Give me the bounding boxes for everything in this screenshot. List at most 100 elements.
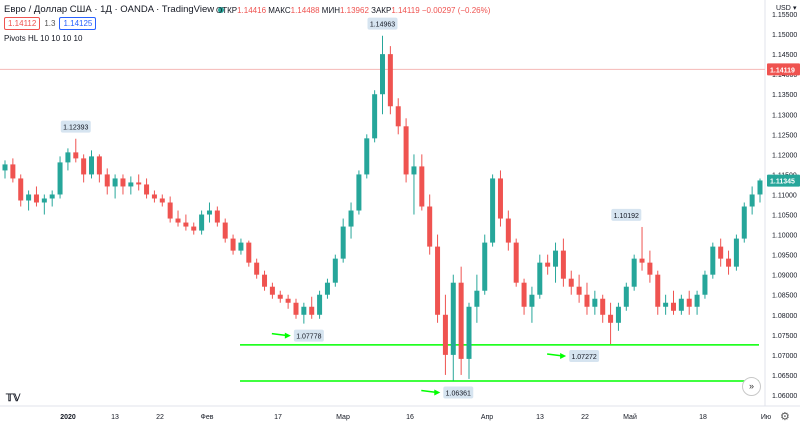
- candle-body: [474, 290, 480, 307]
- candle: [537, 254, 543, 299]
- candle: [128, 176, 134, 195]
- candle: [639, 226, 645, 271]
- candle-body: [340, 226, 346, 259]
- candle-body: [403, 126, 409, 175]
- trade-buttons: 1.14112 1.3 1.14125: [4, 17, 97, 30]
- symbol-title[interactable]: Евро / Доллар США · 1Д · OANDA · Trading…: [4, 4, 215, 15]
- candle: [49, 190, 55, 207]
- arrow-head-icon: [434, 389, 441, 396]
- low-label: МИН: [321, 6, 340, 15]
- candle-body: [442, 314, 448, 355]
- tradingview-logo[interactable]: 𝕋𝕍: [6, 393, 21, 404]
- candle-body: [497, 178, 503, 219]
- buy-button[interactable]: 1.14125: [59, 17, 97, 30]
- candle: [340, 218, 346, 263]
- candle: [403, 118, 409, 183]
- candle: [600, 294, 606, 323]
- candle-body: [608, 314, 614, 323]
- candle: [411, 154, 417, 215]
- candle: [513, 238, 519, 287]
- candle-body: [663, 302, 669, 307]
- price-tick-label: 1.15500: [772, 12, 797, 19]
- candle: [553, 242, 559, 283]
- time-tick-label: Май: [623, 413, 637, 421]
- candle-body: [262, 274, 268, 287]
- candle: [214, 206, 220, 227]
- market-status-icon: [218, 6, 225, 13]
- candle: [442, 294, 448, 375]
- price-tick-label: 1.07500: [772, 333, 797, 340]
- time-tick-label: 13: [111, 414, 119, 421]
- high-label: МАКС: [268, 6, 291, 15]
- time-tick-label: 22: [581, 414, 589, 421]
- candle: [151, 190, 157, 203]
- candle: [238, 238, 244, 255]
- spread-value: 1.3: [44, 19, 56, 28]
- candle-body: [458, 282, 464, 359]
- candle-body: [317, 294, 323, 315]
- candle: [33, 186, 39, 207]
- candle-body: [214, 210, 220, 223]
- price-tick-label: 1.06500: [772, 373, 797, 380]
- candle-body: [702, 274, 708, 295]
- candle: [686, 290, 692, 315]
- pivot-label-bg: [367, 17, 398, 30]
- candle-body: [466, 306, 472, 359]
- candle: [206, 202, 212, 223]
- pivot-label-text: 1.07778: [296, 334, 321, 341]
- time-tick-label: Апр: [481, 414, 493, 421]
- pivot-label: 1.07272: [547, 349, 600, 362]
- time-tick-label: 13: [536, 414, 544, 421]
- candle: [81, 154, 87, 183]
- candle-body: [670, 302, 676, 311]
- candle: [545, 254, 551, 275]
- candle-body: [372, 94, 378, 139]
- pivot-label-text: 1.07272: [571, 354, 596, 361]
- sell-button[interactable]: 1.14112: [4, 17, 41, 30]
- indicator-legend[interactable]: Pivots HL 10 10 10 10: [4, 34, 83, 43]
- candle: [718, 238, 724, 267]
- candle-body: [380, 54, 385, 95]
- candle-body: [285, 298, 291, 303]
- pivot-label-text: 1.06361: [446, 390, 471, 397]
- gear-icon[interactable]: ⚙: [780, 411, 790, 423]
- candle-body: [2, 164, 8, 171]
- candle-body: [104, 174, 110, 187]
- candle: [466, 302, 472, 379]
- candle: [608, 302, 614, 345]
- candle: [623, 282, 629, 311]
- candle-body: [230, 238, 236, 251]
- candle-body: [521, 282, 527, 307]
- price-badge-bg: [767, 174, 800, 187]
- currency-label: USD: [776, 5, 791, 12]
- candle: [450, 274, 456, 381]
- candle-body: [592, 298, 598, 307]
- candle-body: [545, 262, 551, 267]
- pivot-label-bg: [611, 208, 642, 221]
- candle-body: [96, 156, 102, 175]
- candle: [615, 302, 621, 331]
- candle: [576, 274, 582, 303]
- candle: [702, 270, 708, 299]
- candle: [254, 258, 260, 279]
- pivot-label-text: 1.12393: [63, 125, 88, 132]
- candle-body: [49, 194, 55, 199]
- candle: [183, 214, 189, 231]
- price-tick-label: 1.10500: [772, 213, 797, 220]
- candle-body: [191, 226, 197, 231]
- candle: [584, 282, 590, 315]
- scroll-to-realtime-button[interactable]: »: [742, 377, 761, 396]
- price-tick-label: 1.14500: [772, 52, 797, 59]
- candle: [269, 282, 275, 299]
- pivot-label: 1.12393: [60, 120, 91, 133]
- currency-selector[interactable]: USD ▾: [776, 3, 797, 12]
- pivot-label-bg: [443, 386, 474, 399]
- pivot-label-bg: [60, 120, 91, 133]
- time-tick-label: Мар: [336, 414, 350, 421]
- candle: [191, 222, 197, 235]
- candle-body: [710, 246, 716, 275]
- candle-body: [18, 178, 24, 201]
- price-tick-label: 1.06000: [772, 393, 797, 400]
- candle: [309, 296, 315, 319]
